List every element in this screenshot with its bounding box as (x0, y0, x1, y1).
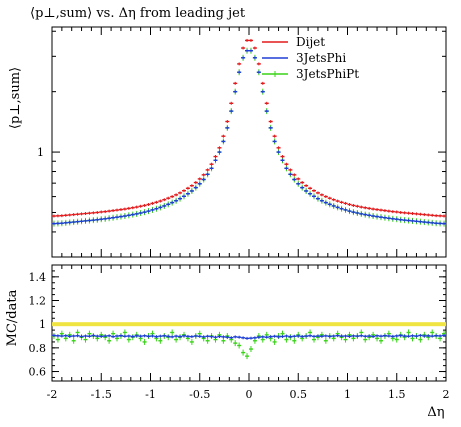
legend-label-3JetsPhiPt: 3JetsPhiPt (296, 67, 359, 81)
legend-label-3JetsPhi: 3JetsPhi (296, 51, 346, 65)
x-tick-label: -2 (47, 388, 58, 401)
x-tick-label: 1 (344, 388, 351, 401)
ratio-reference-band (52, 322, 446, 327)
ratio-y-tick-label: 1.2 (29, 295, 47, 308)
ratio-y-tick-label: 1 (39, 318, 46, 331)
ratio-y-tick-label: 0.8 (29, 342, 47, 355)
x-tick-label: 0.5 (290, 388, 308, 401)
x-tick-label: 2 (443, 388, 450, 401)
main-y-axis-label: ⟨p⊥,sum⟩ (8, 67, 23, 129)
ratio-y-axis-label: MC/data (5, 289, 20, 346)
main-plot-frame (51, 26, 447, 258)
main-y-tick-label: 1 (37, 146, 44, 159)
ratio-y-tick-label: 0.6 (29, 366, 47, 379)
ratio-y-tick-label: 1.4 (29, 271, 47, 284)
x-tick-label: 0 (246, 388, 253, 401)
legend-label-Dijet: Dijet (296, 35, 325, 49)
x-tick-label: -1 (145, 388, 156, 401)
ratio-plot-area: 0.6 0.8 1 1.2 1.4 (29, 270, 447, 379)
x-tick-label: -0.5 (189, 388, 210, 401)
legend: Dijet 3JetsPhi 3JetsPhiPt (262, 35, 359, 81)
x-tick-label: -1.5 (91, 388, 112, 401)
x-axis: -2 -1.5 -1 -0.5 0 0.5 1 1.5 2 (47, 27, 450, 401)
main-plot-area: 1 (37, 30, 447, 233)
x-tick-label: 1.5 (388, 388, 406, 401)
chart-title: ⟨p⊥,sum⟩ vs. Δη from leading jet (30, 6, 246, 21)
x-axis-label: Δη (427, 405, 444, 420)
